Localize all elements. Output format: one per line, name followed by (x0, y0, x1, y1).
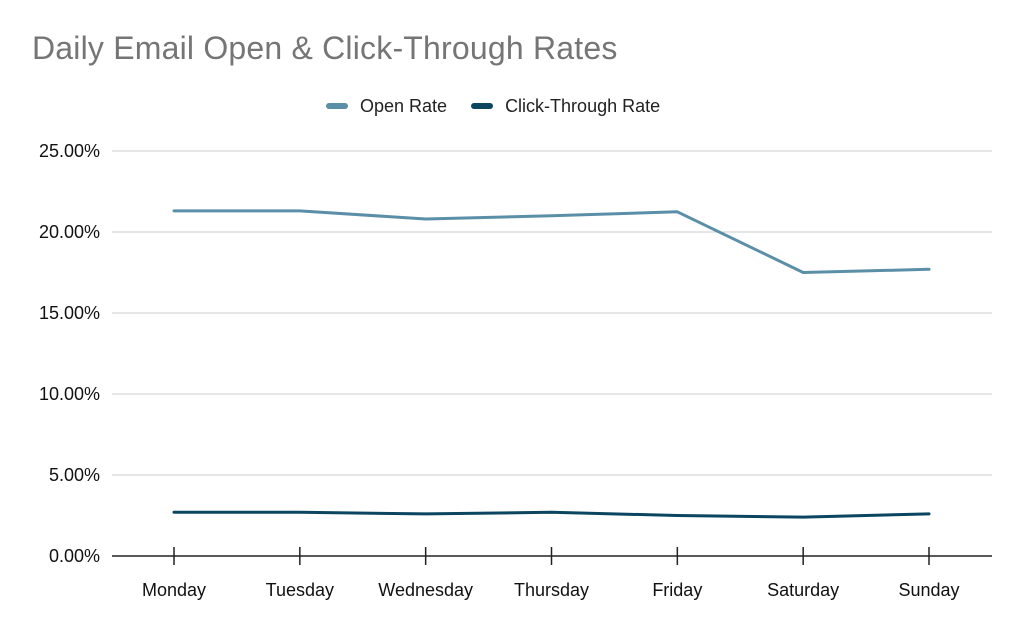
x-tick-label-wednesday: Wednesday (378, 580, 473, 600)
data-point-open-rate-wednesday (424, 218, 427, 221)
data-point-open-rate-thursday (550, 214, 553, 217)
x-tick-label-monday: Monday (142, 580, 206, 600)
legend-item-open-rate: Open Rate (326, 96, 447, 117)
legend-swatch-click-through-rate (471, 103, 494, 109)
data-point-click-through-rate-friday (676, 514, 679, 517)
x-tick-label-thursday: Thursday (514, 580, 589, 600)
legend-item-click-through-rate: Click-Through Rate (471, 96, 660, 117)
data-point-click-through-rate-saturday (802, 516, 805, 519)
legend-label-open-rate: Open Rate (360, 95, 448, 116)
data-point-open-rate-saturday (802, 271, 805, 274)
chart-title: Daily Email Open & Click-Through Rates (32, 30, 618, 66)
legend-swatch-open-rate (326, 103, 348, 109)
data-point-click-through-rate-thursday (550, 511, 553, 514)
x-tick-label-tuesday: Tuesday (266, 580, 334, 600)
x-tick-label-friday: Friday (652, 580, 702, 600)
data-point-click-through-rate-monday (173, 511, 176, 514)
data-point-click-through-rate-wednesday (424, 512, 427, 515)
legend: Open Rate Click-Through Rate (326, 94, 684, 118)
x-tick-label-sunday: Sunday (898, 580, 959, 600)
series-line-open-rate (172, 209, 931, 274)
data-point-click-through-rate-tuesday (298, 511, 301, 514)
data-point-open-rate-friday (676, 210, 679, 213)
y-tick-label-2: 10.00% (39, 384, 100, 404)
x-tick-label-saturday: Saturday (767, 580, 839, 600)
y-tick-label-5: 25.00% (39, 141, 100, 161)
y-tick-label-1: 5.00% (49, 465, 100, 485)
y-tick-label-0: 0.00% (49, 546, 100, 566)
data-point-click-through-rate-sunday (928, 512, 931, 515)
y-tick-label-3: 15.00% (39, 303, 100, 323)
y-tick-label-4: 20.00% (39, 222, 100, 242)
data-point-open-rate-monday (173, 209, 176, 212)
data-point-open-rate-tuesday (298, 209, 301, 212)
data-point-open-rate-sunday (928, 268, 931, 271)
series-line-click-through-rate (172, 510, 931, 519)
legend-label-click-through-rate: Click-Through Rate (505, 95, 661, 116)
